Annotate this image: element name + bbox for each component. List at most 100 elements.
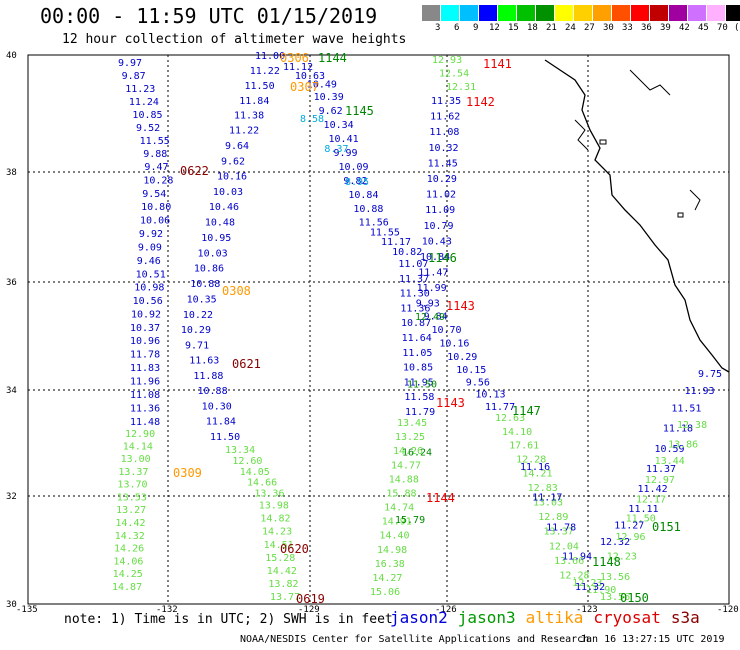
pass-time-label: 1141 [483,57,512,71]
swh-value: 10.87 [401,318,431,329]
swh-value: 11.63 [189,356,219,367]
pass-time-label: 1144 [318,51,347,65]
pass-time-label: 1144 [426,491,455,505]
swh-value: 10.35 [187,294,217,305]
swh-value: 11.30 [400,289,430,300]
swh-value: 10.22 [183,310,213,321]
swh-value: 11.22 [250,66,280,77]
pass-time-label: 1145 [345,104,374,118]
swh-value: 11.17 [381,237,411,248]
swh-value: 11.90 [586,585,616,596]
swh-value: 10.88 [198,386,228,397]
page-subtitle: 12 hour collection of altimeter wave hei… [62,32,407,47]
scale-swatch [707,5,726,21]
swh-value: 14.42 [115,518,145,529]
scale-swatch [498,5,517,21]
swh-value: 14.26 [114,544,144,555]
swh-value: 10.37 [130,323,160,334]
swh-value: 9.82 [343,176,367,187]
lat-label: 36 [6,278,17,288]
coastline [544,59,730,373]
swh-value: 11.88 [193,371,223,382]
swh-value: 11.77 [485,402,515,413]
swh-value: 11.09 [425,205,455,216]
swh-value: 13.77 [270,592,300,603]
swh-value: 10.16 [439,339,469,350]
swh-value: 10.51 [136,269,166,280]
scale-swatch [726,5,740,21]
swh-value: 10.39 [314,92,344,103]
swh-value: 10.88 [190,279,220,290]
generation-timestamp: Jan 16 13:27:15 UTC 2019 [580,634,725,645]
pass-time-label: 0150 [620,591,649,605]
swh-value: 14.23 [262,527,292,538]
swh-value: 11.56 [359,218,389,229]
scale-tick-label: 3 [435,23,441,33]
coastline-detail [629,69,671,96]
swh-value: 10.63 [295,71,325,82]
swh-value: 14.27 [372,573,402,584]
scale-swatch [441,5,460,21]
swh-value: 11.45 [428,158,458,169]
swh-value: 11.37 [646,464,676,475]
swh-value: 10.06 [140,216,170,227]
swh-value: 11.11 [628,504,658,515]
swh-value: 9.93 [416,298,440,309]
swh-value: 9.99 [333,148,357,159]
pass-time-label: 0151 [652,520,681,534]
swh-value: 10.09 [338,162,368,173]
swh-value: 12.97 [645,475,675,486]
swh-value: 12.38 [677,420,707,431]
swh-value: 9.71 [185,340,209,351]
island-outline [677,212,684,218]
swh-value: 14.10 [502,427,532,438]
swh-value: 10.95 [201,233,231,244]
swh-value: 14.87 [112,582,142,593]
legend-altika: altika [525,608,584,627]
swh-value: 11.84 [239,96,269,107]
swh-value: 14.14 [123,442,153,453]
swh-value: 11.08 [429,127,459,138]
swh-value: 8.37 [324,144,348,155]
swh-value: 16.24 [402,447,432,458]
swh-value: 9.64 [225,141,249,152]
swh-value: 12.63 [495,413,525,424]
lat-label: 34 [6,386,17,396]
pass-time-label: 1146 [428,251,457,265]
swh-value: 12.54 [439,69,469,80]
scale-tick-label: 27 [584,23,595,33]
scale-tick-label: 18 [527,23,538,33]
scale-swatch [517,5,536,21]
swh-value: 14.06 [113,556,143,567]
swh-value: 10.46 [209,202,239,213]
swh-value: 11.99 [417,283,447,294]
swh-value: 11.32 [575,582,605,593]
scale-swatch [479,5,498,21]
swh-value: 11.12 [283,62,313,73]
swh-value: 13.34 [225,445,255,456]
swh-value: 11.93 [684,386,714,397]
lon-label: -135 [16,605,38,615]
swh-value: 11.51 [671,404,701,415]
swh-value: 12.93 [432,55,462,66]
swh-value: 10.03 [213,187,243,198]
swh-value: 11.02 [426,190,456,201]
scale-swatch [612,5,631,21]
swh-value: 14.88 [389,474,419,485]
swh-value: 9.84 [424,312,448,323]
swh-value: 10.34 [324,120,354,131]
scale-tick-label: 12 [489,23,500,33]
swh-value: 11.37 [399,274,429,285]
scale-tick-label: 6 [454,23,460,33]
satellite-legend: jason2 jason3 altika cryosat s3a [390,608,710,627]
scale-swatch [593,5,612,21]
swh-value: 11.00 [255,51,285,62]
swh-value: 11.64 [402,333,432,344]
swh-value: 9.09 [138,242,162,253]
swh-value: 14.21 [522,469,552,480]
swh-value: 9.75 [698,369,722,380]
swh-value: 11.50 [210,432,240,443]
swh-value: 13.86 [668,439,698,450]
swh-value: 12.89 [538,512,568,523]
swh-value: 13.56 [600,592,630,603]
